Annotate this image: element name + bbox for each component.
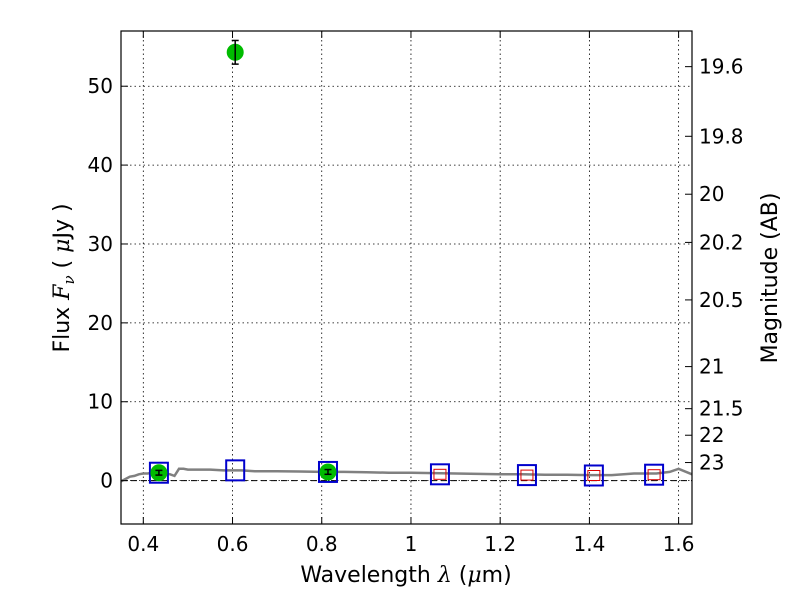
- x-label-unit: m): [482, 563, 512, 588]
- model-inner-marker: [433, 468, 447, 480]
- x-tick-label: 0.6: [217, 532, 249, 556]
- x-tick-label: 1.4: [573, 532, 605, 556]
- y-axis-label: Flux Fν ( μJy ): [50, 203, 78, 352]
- mag-tick-label: 20.5: [699, 288, 744, 312]
- x-label-mu: μ: [467, 563, 481, 588]
- y-tick-label: 30: [88, 232, 113, 256]
- y-label-unit: Jy ): [50, 203, 75, 240]
- model-square-marker: [644, 463, 665, 486]
- model-inner-marker: [647, 469, 661, 481]
- mag-tick-label: 21: [699, 355, 724, 379]
- mag-tick-label: 21.5: [699, 397, 744, 421]
- mag-tick-label: 19.8: [699, 124, 744, 148]
- x-label-symbol: λ: [437, 563, 452, 588]
- model-square-marker: [583, 464, 604, 487]
- y-label-mu: μ: [50, 239, 75, 253]
- model-square-marker: [148, 461, 169, 484]
- y-tick-label: 40: [88, 153, 113, 177]
- y2-axis-label: Magnitude (AB): [758, 193, 783, 364]
- model-square-marker: [516, 464, 537, 487]
- model-square-marker: [429, 463, 450, 486]
- x-tick-label: 1.6: [663, 532, 695, 556]
- x-label-prefix: Wavelength: [300, 563, 438, 588]
- model-points: [148, 459, 665, 487]
- x-axis-ticks: 0.4 0.6 0.8 1 1.2 1.4 1.6: [127, 31, 695, 556]
- mag-tick-label: 23: [699, 451, 724, 475]
- x-tick-label: 0.8: [306, 532, 338, 556]
- y-tick-label: 50: [88, 74, 113, 98]
- x-tick-label: 0.4: [127, 532, 159, 556]
- mag-tick-label: 19.6: [699, 55, 744, 79]
- x-axis-label: Wavelength λ (μm): [300, 563, 511, 588]
- model-square-marker: [225, 459, 246, 482]
- x-tick-label: 1: [405, 532, 418, 556]
- plot-frame: [120, 30, 693, 525]
- mag-tick-label: 20.2: [699, 230, 744, 254]
- y-label-open: (: [50, 253, 75, 276]
- model-inner-marker: [520, 469, 534, 481]
- x-label-open: (: [452, 563, 468, 588]
- mag-tick-label: 20: [699, 182, 724, 206]
- y-label-subscript: ν: [60, 275, 78, 284]
- y-tick-label: 0: [100, 469, 113, 493]
- grid: [121, 31, 692, 524]
- model-spectrum-line: [120, 467, 693, 483]
- observed-points: [150, 39, 337, 482]
- magnitude-axis-ticks: 19.6 19.8 20 20.2 20.5 21 21.522 23: [685, 55, 744, 475]
- y-tick-label: 10: [88, 390, 113, 414]
- x-tick-label: 1.2: [484, 532, 516, 556]
- y-tick-label: 20: [88, 311, 113, 335]
- y-label-prefix: Flux: [50, 300, 75, 353]
- mag-tick-label: 22: [699, 423, 724, 447]
- y-label-symbol: F: [50, 284, 75, 301]
- y-axis-ticks: 0 10 20 30 40 50: [88, 74, 128, 493]
- model-square-marker: [317, 460, 338, 483]
- model-inner-marker: [587, 469, 601, 481]
